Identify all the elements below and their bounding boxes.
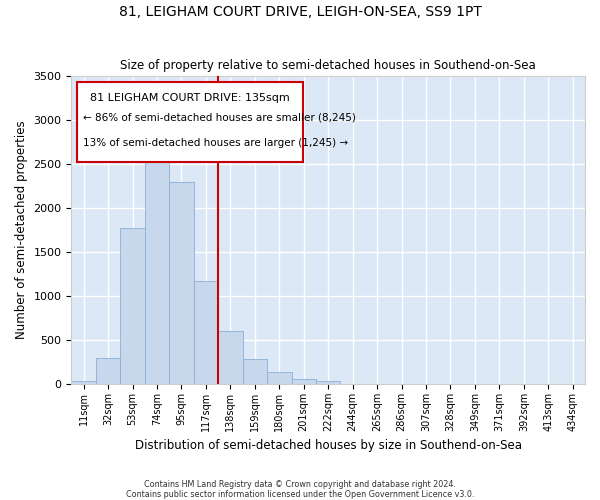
Text: 81, LEIGHAM COURT DRIVE, LEIGH-ON-SEA, SS9 1PT: 81, LEIGHAM COURT DRIVE, LEIGH-ON-SEA, S… [119,5,481,19]
Bar [71,382,96,384]
Bar [218,331,242,384]
Y-axis label: Number of semi-detached properties: Number of semi-detached properties [15,120,28,340]
Bar [96,358,121,384]
Bar [194,280,218,384]
Text: ← 86% of semi-detached houses are smaller (8,245): ← 86% of semi-detached houses are smalle… [83,113,356,123]
Bar [292,378,316,384]
Text: Contains HM Land Registry data © Crown copyright and database right 2024.
Contai: Contains HM Land Registry data © Crown c… [126,480,474,499]
Bar [169,182,194,384]
FancyBboxPatch shape [77,82,302,162]
Text: 13% of semi-detached houses are larger (1,245) →: 13% of semi-detached houses are larger (… [83,138,348,147]
Bar [242,360,267,384]
Bar [267,372,292,384]
Text: 81 LEIGHAM COURT DRIVE: 135sqm: 81 LEIGHAM COURT DRIVE: 135sqm [89,93,289,103]
Title: Size of property relative to semi-detached houses in Southend-on-Sea: Size of property relative to semi-detach… [121,59,536,72]
Bar [316,382,340,384]
X-axis label: Distribution of semi-detached houses by size in Southend-on-Sea: Distribution of semi-detached houses by … [135,440,522,452]
Bar [145,129,169,384]
Bar [121,228,145,384]
